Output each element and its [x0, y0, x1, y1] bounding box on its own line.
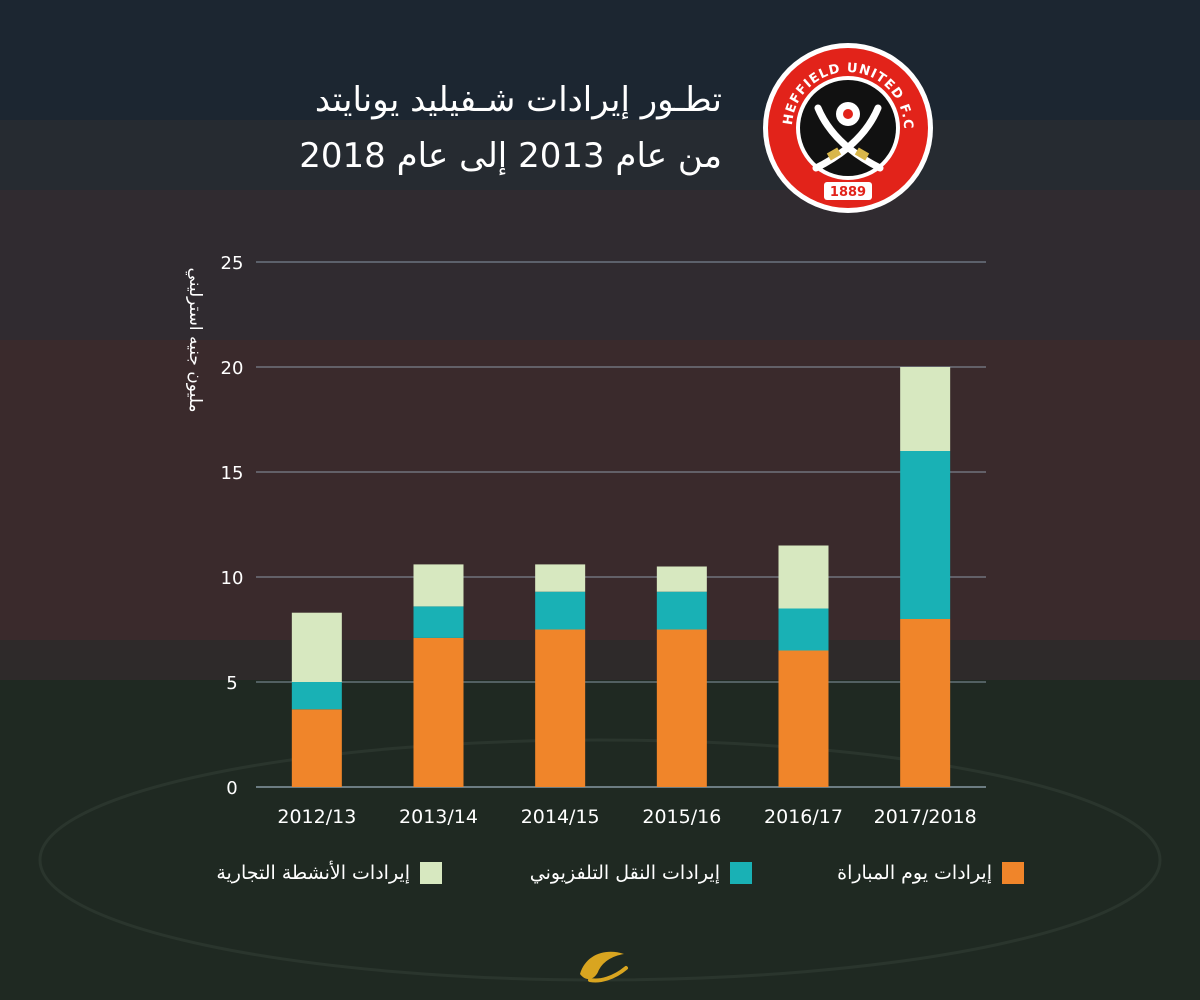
bar-tv [778, 608, 829, 651]
bar-tv [656, 591, 707, 630]
bar-matchday [900, 619, 951, 787]
y-axis-ticks: 0 5 10 15 20 25 [221, 253, 244, 799]
x-tick-label: 2016/17 [764, 806, 843, 828]
legend-swatch-tv [730, 862, 752, 884]
bar-matchday [778, 650, 829, 787]
gridlines [256, 261, 986, 788]
stadium-seats [0, 340, 1200, 640]
bar-tv [900, 451, 951, 619]
sheffield-united-logo: SHEFFIELD UNITED F.C. 1889 [762, 42, 933, 213]
bars [291, 367, 951, 787]
x-tick-label: 2014/15 [521, 806, 600, 828]
bar-commercial [413, 564, 464, 607]
bar-tv [413, 606, 464, 638]
logo-hilt-left [826, 147, 842, 161]
bar-commercial [900, 367, 951, 451]
logo-year: 1889 [830, 185, 866, 200]
stadium-advert-board [0, 640, 1200, 680]
legend-label-matchday: إيرادات يوم المباراة [837, 862, 992, 884]
y-tick-label: 5 [226, 673, 237, 694]
logo-year-box [824, 182, 872, 200]
y-tick-label: 25 [221, 253, 244, 274]
bar-commercial [291, 612, 342, 682]
legend-label-commercial: إيرادات الأنشطة التجارية [216, 862, 410, 884]
bar-matchday [535, 629, 586, 787]
legend-item-tv: إيرادات النقل التلفزيوني [530, 862, 752, 884]
legend-item-commercial: إيرادات الأنشطة التجارية [216, 862, 442, 884]
chart-title-line-1: تطـور إيرادات شـفيليد يونايتد [314, 80, 722, 120]
y-axis-label: مليون جنيه استرليني [185, 268, 205, 413]
bar-tv [535, 591, 586, 630]
bar-matchday [656, 629, 707, 787]
logo-center [800, 80, 896, 176]
stadium-upper-stand [0, 190, 1200, 340]
stadium-roof [0, 0, 1200, 120]
y-tick-label: 20 [221, 358, 244, 379]
legend-label-tv: إيرادات النقل التلفزيوني [529, 862, 720, 884]
bar-commercial [778, 545, 829, 609]
logo-sword-right [812, 104, 882, 172]
y-tick-label: 0 [226, 778, 237, 799]
x-tick-label: 2012/13 [277, 806, 356, 828]
bar-commercial [535, 564, 586, 592]
x-tick-label: 2017/2018 [874, 806, 977, 828]
x-axis-ticks: 2012/13 2013/14 2014/15 2015/16 2016/17 2017/… [277, 806, 976, 828]
x-tick-label: 2013/14 [399, 806, 478, 828]
bar-matchday [291, 709, 342, 787]
bar-tv [291, 682, 342, 710]
bar-matchday [413, 637, 464, 787]
al-mayadeen-logo [580, 951, 628, 983]
y-tick-label: 15 [221, 463, 244, 484]
logo-sword-left [814, 104, 884, 172]
legend-swatch-matchday [1002, 862, 1024, 884]
logo-hilt-right [854, 147, 870, 161]
stadium-pitch [0, 680, 1200, 1000]
legend-item-matchday: إيرادات يوم المباراة [837, 862, 1024, 884]
legend-swatch-commercial [420, 862, 442, 884]
chart-title-line-2: من عام 2013 إلى عام 2018 [299, 136, 722, 176]
bar-commercial [656, 566, 707, 592]
x-tick-label: 2015/16 [642, 806, 721, 828]
y-tick-label: 10 [221, 568, 244, 589]
stadium-upper-rim [0, 120, 1200, 190]
